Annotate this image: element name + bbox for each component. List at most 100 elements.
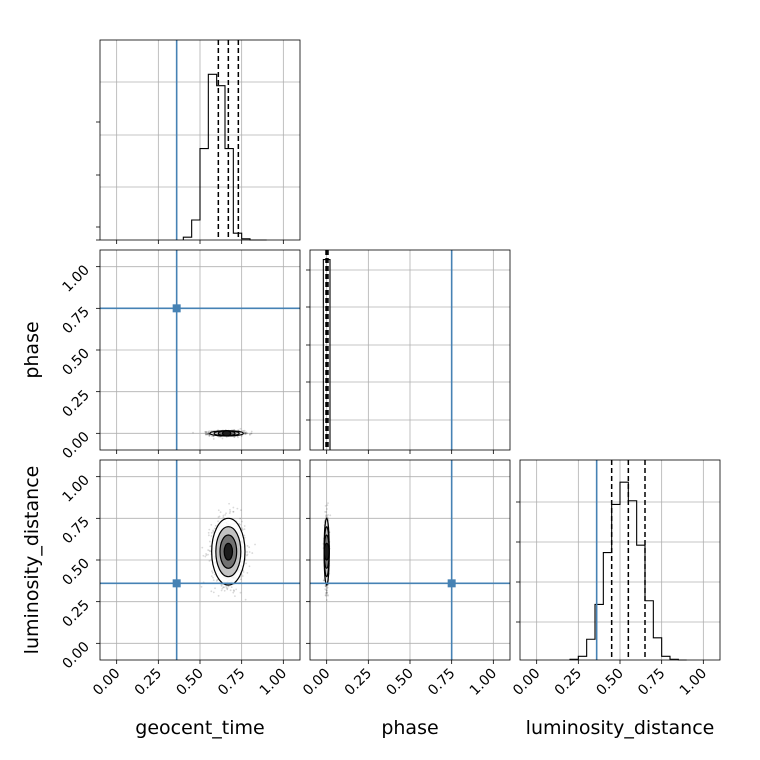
sample-point	[325, 591, 328, 594]
x-tick-label: 0.25	[132, 666, 165, 699]
sample-point	[248, 546, 251, 549]
x-tick-label: 0.75	[425, 666, 458, 699]
y-tick-label: 0.50	[59, 556, 92, 589]
sample-point	[222, 514, 225, 517]
sample-point	[239, 523, 242, 526]
sample-point	[326, 592, 328, 595]
sample-point	[244, 431, 246, 434]
sample-point	[249, 433, 251, 436]
sample-point	[246, 551, 248, 553]
sample-point	[212, 591, 215, 594]
y-tick-label: 0.75	[59, 304, 92, 337]
sample-point	[246, 545, 249, 547]
sample-point	[215, 579, 218, 582]
sample-point	[250, 432, 253, 435]
sample-point	[248, 433, 251, 436]
sample-point	[208, 540, 211, 543]
sample-point	[226, 587, 229, 590]
y-tick-label: 0.50	[59, 346, 92, 379]
sample-point	[232, 591, 235, 594]
sample-point	[245, 432, 248, 435]
sample-point	[325, 511, 328, 513]
sample-point	[206, 431, 208, 434]
sample-point	[205, 553, 207, 555]
scatter-phase-vs-luminosity_distance	[310, 460, 510, 660]
sample-point	[207, 553, 209, 556]
sample-point	[204, 432, 207, 435]
sample-point	[204, 555, 207, 558]
sample-point	[221, 437, 224, 440]
x-tick-label: 0.00	[510, 666, 543, 699]
truth-marker	[172, 579, 181, 588]
sample-point	[232, 510, 235, 513]
sample-point	[205, 430, 208, 433]
sample-point	[233, 590, 235, 592]
sample-point	[229, 510, 232, 513]
sample-point	[324, 515, 327, 518]
sample-point	[241, 575, 244, 577]
sample-point	[235, 588, 238, 591]
y-tick-label: 0.00	[59, 429, 92, 462]
sample-point	[325, 593, 327, 595]
sample-point	[212, 435, 215, 438]
sample-point	[324, 585, 327, 588]
sample-point	[224, 513, 227, 516]
sample-point	[208, 430, 211, 433]
sample-point	[241, 429, 244, 432]
sample-point	[229, 508, 231, 511]
sample-point	[208, 528, 211, 531]
sample-point	[243, 429, 246, 432]
sample-point	[217, 594, 220, 597]
sample-point	[207, 432, 210, 434]
sample-point	[326, 593, 329, 596]
sample-point	[222, 516, 225, 519]
sample-point	[210, 590, 213, 593]
sample-point	[244, 433, 247, 436]
sample-point	[324, 584, 327, 587]
sample-point	[234, 595, 236, 598]
sample-point	[232, 506, 235, 509]
sample-point	[205, 433, 207, 436]
sample-point	[326, 586, 329, 589]
sample-point	[239, 578, 242, 581]
sample-point	[246, 553, 249, 556]
sample-point	[248, 551, 251, 553]
sample-point	[325, 599, 328, 601]
sample-point	[326, 591, 329, 594]
sample-point	[225, 512, 227, 515]
sample-point	[205, 554, 208, 557]
y-tick-label: 0.75	[59, 514, 92, 547]
sample-point	[206, 432, 209, 435]
x-tick-label: 1.00	[257, 666, 290, 699]
sample-point	[214, 524, 217, 527]
sample-point	[324, 591, 327, 594]
sample-point	[239, 427, 242, 430]
sample-point	[245, 432, 247, 435]
sample-point	[201, 546, 204, 549]
sample-point	[243, 528, 246, 531]
sample-point	[204, 430, 207, 433]
sample-point	[254, 543, 256, 546]
sample-point	[326, 515, 329, 517]
sample-point	[241, 520, 243, 523]
y-tick-label: 1.00	[59, 262, 92, 295]
sample-point	[223, 586, 226, 589]
sample-point	[239, 517, 242, 520]
sample-point	[200, 585, 203, 588]
sample-point	[243, 534, 246, 537]
truth-marker	[447, 579, 456, 588]
sample-point	[325, 589, 328, 592]
x-tick-label: 1.00	[467, 666, 500, 699]
sample-point	[212, 579, 215, 582]
sample-point	[210, 532, 213, 534]
sample-point	[245, 554, 248, 557]
sample-point	[324, 594, 327, 597]
sample-point	[221, 587, 224, 590]
sample-point	[207, 433, 210, 435]
sample-point	[208, 435, 211, 437]
x-tick-label: 0.00	[90, 666, 123, 699]
sample-point	[246, 571, 249, 574]
panel-grid	[310, 250, 510, 450]
sample-point	[242, 430, 245, 433]
sample-point	[213, 527, 216, 530]
